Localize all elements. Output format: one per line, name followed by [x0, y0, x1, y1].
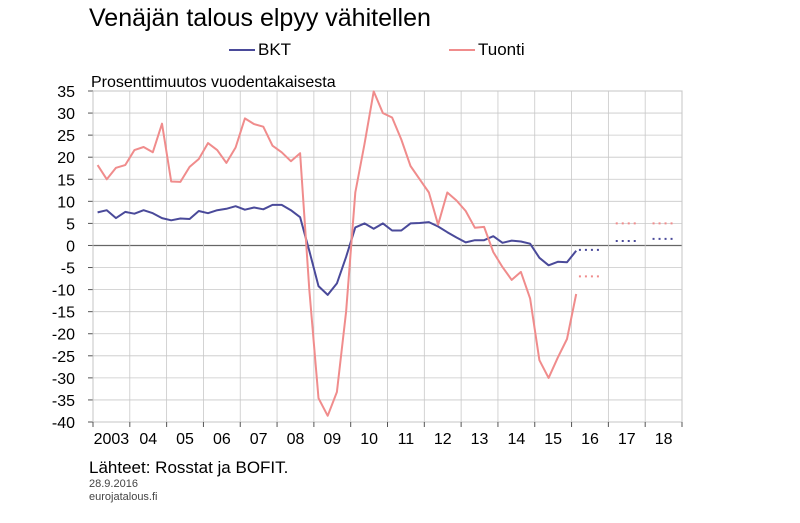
y-tick-label: 20 [57, 150, 75, 167]
x-tick-label: 05 [176, 431, 194, 448]
x-tick-label: 18 [655, 431, 673, 448]
y-tick-label: -25 [52, 349, 75, 366]
legend-item-tuonti: Tuonti [449, 40, 525, 60]
x-tick-label: 17 [618, 431, 636, 448]
x-tick-label: 13 [471, 431, 489, 448]
chart-legend: BKT Tuonti [0, 40, 800, 68]
x-tick-label: 11 [398, 431, 415, 448]
site-credit: eurojatalous.fi [89, 491, 158, 503]
y-tick-label: -10 [52, 283, 75, 300]
x-tick-label: 06 [213, 431, 231, 448]
series-line-bkt [97, 203, 577, 296]
source-note: Lähteet: Rosstat ja BOFIT. [89, 458, 289, 477]
x-tick-label: 15 [544, 431, 562, 448]
x-tick-label: 04 [139, 431, 157, 448]
y-tick-label: 10 [57, 194, 75, 211]
y-tick-label: 15 [57, 172, 75, 189]
legend-label-bkt: BKT [258, 40, 292, 59]
chart-title: Venäjän talous elpyy vähitellen [89, 4, 431, 32]
publish-date: 28.9.2016 [89, 478, 138, 490]
y-tick-label: 35 [57, 84, 75, 101]
y-tick-label: 25 [57, 128, 75, 145]
legend-item-bkt: BKT [229, 40, 291, 60]
x-tick-label: 14 [507, 431, 525, 448]
y-tick-label: 30 [57, 106, 75, 123]
x-tick-label: 07 [250, 431, 268, 448]
x-tick-label: 12 [434, 431, 452, 448]
y-axis-unit-label: Prosenttimuutos vuodentakaisesta [91, 74, 336, 91]
y-tick-label: -30 [52, 371, 75, 388]
y-tick-label: -40 [52, 415, 75, 432]
series-line-tuonti [96, 90, 578, 417]
y-tick-label: -5 [61, 261, 75, 278]
y-tick-label: 5 [66, 216, 75, 233]
x-tick-label: 16 [581, 431, 599, 448]
y-tick-label: -35 [52, 393, 75, 410]
legend-swatch-tuonti [449, 49, 475, 51]
x-tick-label: 09 [323, 431, 341, 448]
legend-swatch-bkt [229, 49, 255, 51]
x-tick-label: 08 [287, 431, 305, 448]
y-tick-label: -15 [52, 305, 75, 322]
x-tick-label: 2003 [94, 431, 130, 448]
x-tick-label: 10 [360, 431, 378, 448]
y-tick-label: 0 [66, 238, 75, 255]
y-tick-label: -20 [52, 327, 75, 344]
legend-label-tuonti: Tuonti [478, 40, 525, 59]
